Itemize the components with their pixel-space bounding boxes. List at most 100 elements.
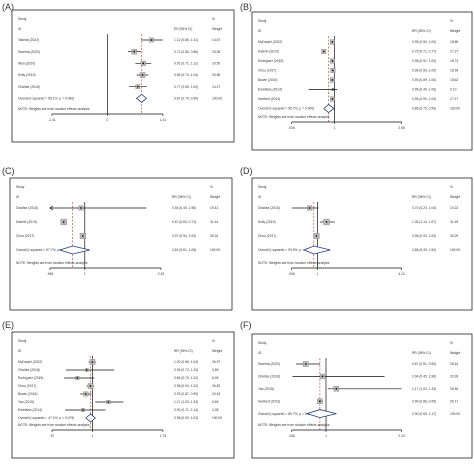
overall-diamond [85,413,96,423]
weights-note: NOTE: Weights are from random effects an… [258,423,330,427]
study-point [331,41,334,43]
overall-label: Overall (I-squared = 89.7%, p = 0.000) [258,412,314,416]
study-label: Wan (2020) [18,62,35,66]
header-pct: % [210,185,213,189]
study-estimate: 0.91 (0.71, 1.11) [174,62,198,66]
study-point [141,74,144,76]
x-tick-label: 1 [84,272,86,276]
x-tick-label: .006 [288,126,295,130]
study-weight: 20.24 [212,392,220,396]
study-weight: 18.62 [450,78,458,82]
study-point [335,387,338,390]
study-estimate: 0.95 (0.90, 1.00) [412,97,436,101]
study-estimate: 0.95 (0.89, 1.00) [412,78,436,82]
overall-estimate: 0.87 (0.74, 0.99) [174,97,198,101]
study-estimate: 1.17 (1.03, 1.33) [412,387,436,391]
overall-estimate: 0.81 (0.61, 1.08) [172,248,196,252]
study-weight: 41.49 [450,220,458,224]
study-estimate: 1.17 (1.03, 1.33) [174,400,198,404]
study-point [331,69,334,72]
header-study: Study [258,341,267,345]
study-estimate: 0.90 (0.86, 0.95) [412,399,436,403]
overall-weight: 100.00 [212,97,222,101]
study-label: Sareeta (2020) [18,50,40,54]
overall-weight: 100.00 [210,248,220,252]
weights-note: NOTE: Weights are from random effects an… [18,423,90,427]
study-estimate: 0.95 (0.90, 1.00) [412,40,436,44]
study-point [325,221,328,223]
study-point [133,50,136,53]
overall-estimate: 0.86 (0.75, 0.99) [412,107,436,111]
forest-panel-d: Study ID RR (95% CI)% Weight Ghoitse (2018) 0… [251,177,473,311]
panel-frame [11,331,235,459]
study-weight: 17.17 [450,97,458,101]
study-weight: 41.44 [210,220,218,224]
forest-panel-b: Study ID RR (95% CI)% Weight McDaniel (2022)… [251,11,473,151]
header-es: RR (95% CI) [412,195,431,199]
study-estimate: 0.77 (0.55, 1.00) [174,85,198,89]
study-weight: 4.35 [212,408,219,412]
study-weight: 6.05 [212,376,219,380]
study-estimate: 0.90 (0.71, 1.14) [174,408,198,412]
panel-frame [251,11,473,151]
study-weight: 19.22 [450,206,458,210]
study-estimate: 0.67 (0.51, 0.90) [412,362,436,366]
forest-panel-f: Study ID RR (95% CI)% Weight Sareeta (2020) 0… [251,333,473,459]
overall-diamond [58,245,90,255]
forest-panel-e: Study ID RR (95% CI)% Weight McDaniel (2022)… [11,331,235,459]
overall-diamond [135,93,148,103]
overall-label: Overall (I-squared = 56.1%, p = 0.060) [18,97,74,101]
weights-note: NOTE: Weights are from random effects an… [18,107,90,111]
header-pct: % [212,17,215,21]
study-weight: 26.82 [212,384,220,388]
header-pct: % [450,341,453,345]
study-weight: 26.46 [450,387,458,391]
panel-frame [9,177,233,311]
header-es: RR (95% CI) [412,29,431,33]
study-point [62,221,65,223]
header-es: ES (95% CI) [174,27,192,31]
study-label: Bowie (2016) [18,392,37,396]
study-weight: 8.65 [212,400,219,404]
header-es: RR (95% CI) [412,351,431,355]
panel-label-d: (D) [240,166,253,176]
study-estimate: 0.75 (0.71, 0.77) [412,50,436,54]
study-weight: 18.65 [450,40,458,44]
study-weight: 39.16 [210,234,218,238]
study-point [331,79,334,81]
x-tick-label: 1.41 [160,118,167,122]
overall-weight: 100.00 [450,412,460,416]
header-weight: Weight [450,195,460,199]
study-point [76,377,79,379]
study-label: Yao (2015) [18,400,34,404]
header-id: ID [18,349,22,353]
study-point [304,363,307,365]
study-weight: 3.89 [212,368,219,372]
study-weight: 18.93 [450,69,458,73]
header-study: Study [258,185,267,189]
study-label: Ghoitse (2018) [18,368,40,372]
overall-weight: 100.00 [450,107,460,111]
study-weight: 18.74 [450,59,458,63]
study-weight: 39.29 [450,234,458,238]
study-weight: 19.41 [210,206,218,210]
study-label: Chou (2017) [258,234,276,238]
study-label: McDaniel (2022) [18,360,42,364]
study-estimate: 0.94 (0.45, 1.96) [412,375,436,379]
weights-note: NOTE: Weights are from random effects an… [258,261,330,265]
study-label: Ghoitse (2018) [16,206,38,210]
header-study: Study [16,185,25,189]
overall-label: Overall (I-squared = 93.5%, p = 0.000) [258,248,314,252]
study-point [91,361,94,363]
study-weight: 20.50 [212,62,220,66]
study-estimate: 0.93 (0.87, 0.99) [174,392,198,396]
header-weight: Weight [450,29,460,33]
study-weight: 25.06 [212,50,220,54]
header-id: ID [18,27,22,31]
study-point [321,375,324,378]
x-tick-label: .436 [288,434,295,438]
study-weight: 17.27 [450,50,458,54]
x-tick-label: 2.55 [398,126,405,130]
study-label: Emelaise (2014) [258,88,282,92]
